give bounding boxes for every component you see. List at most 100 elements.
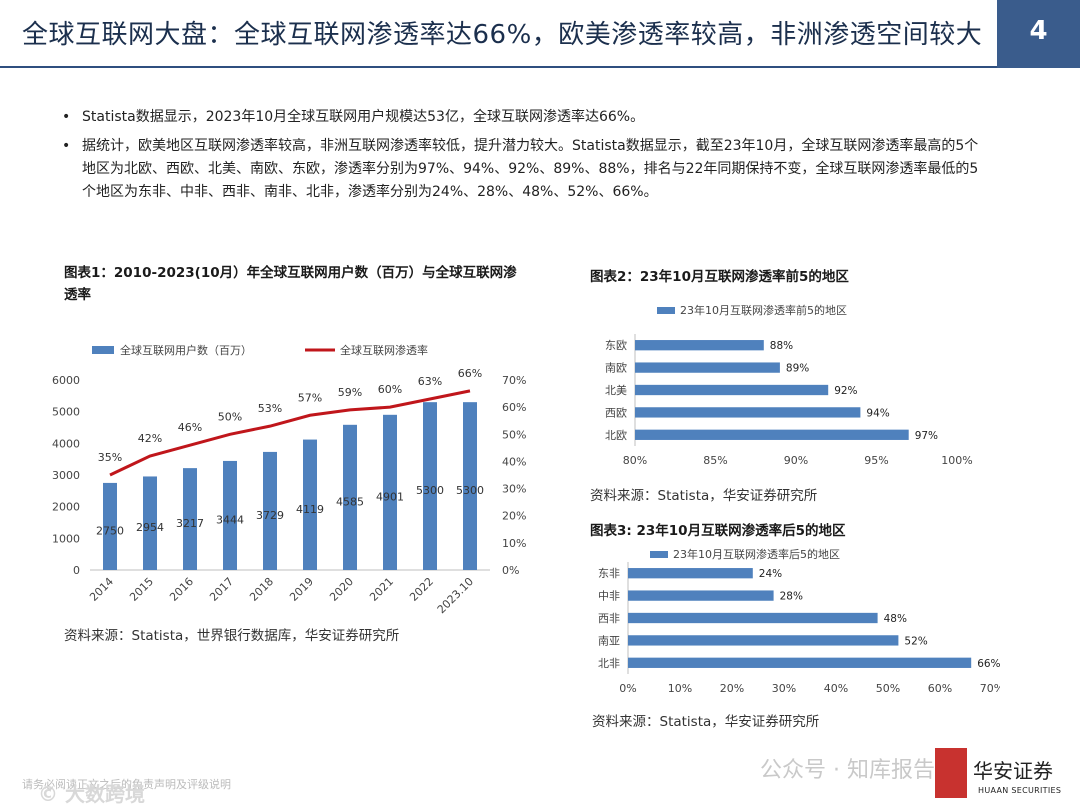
x-tick-label: 40% xyxy=(824,682,848,695)
y-right-tick: 70% xyxy=(502,374,526,387)
bar-value-label: 5300 xyxy=(456,484,484,497)
category-label: 南欧 xyxy=(605,362,627,375)
y-right-tick: 60% xyxy=(502,401,526,414)
x-tick-label: 20% xyxy=(720,682,744,695)
x-tick-label: 2018 xyxy=(247,575,276,604)
category-label: 北美 xyxy=(605,384,627,397)
bar xyxy=(635,429,909,440)
bar-value-label: 2750 xyxy=(96,524,124,537)
bar-value-label: 3217 xyxy=(176,517,204,530)
y-right-tick: 10% xyxy=(502,537,526,550)
page-title: 全球互联网大盘：全球互联网渗透率达66%，欧美渗透率较高，非洲渗透空间较大 xyxy=(22,20,983,50)
legend-bar-swatch xyxy=(92,346,114,354)
bar xyxy=(143,476,157,570)
fig1-title: 图表1：2010-2023(10月）年全球互联网用户数（百万）与全球互联网渗透率 xyxy=(64,265,517,303)
legend-swatch xyxy=(650,551,668,558)
logo-text: 华安证券 xyxy=(973,759,1053,783)
y-left-tick: 1000 xyxy=(52,532,80,545)
penetration-line xyxy=(109,389,471,477)
bar-value-label: 4585 xyxy=(336,495,364,508)
y-right-tick: 40% xyxy=(502,455,526,468)
category-label: 南亚 xyxy=(598,634,620,647)
bar xyxy=(303,439,317,570)
fig2-source: 资料来源：Statista，华安证券研究所 xyxy=(590,488,818,504)
line-point-label: 59% xyxy=(338,386,362,399)
x-tick-label: 100% xyxy=(941,454,972,467)
x-tick-label: 2017 xyxy=(207,575,236,604)
bar xyxy=(628,568,753,579)
logo-seal-icon xyxy=(935,748,967,798)
x-tick-label: 0% xyxy=(619,682,636,695)
bar xyxy=(628,590,774,601)
category-label: 西非 xyxy=(598,612,620,625)
line-point-label: 46% xyxy=(178,421,202,434)
chart-users-penetration: 全球互联网用户数（百万） 全球互联网渗透率 0 1000 2000 3000 4000 500… xyxy=(52,343,526,616)
legend-label: 23年10月互联网渗透率前5的地区 xyxy=(680,303,847,317)
bullet-item: • Statista数据显示，2023年10月全球互联网用户规模达53亿，全球互… xyxy=(62,106,982,129)
line-point-label: 66% xyxy=(458,367,482,380)
y-right-tick: 50% xyxy=(502,428,526,441)
bullet-text: 据统计，欧美地区互联网渗透率较高，非洲互联网渗透率较低，提升潜力较大。Stati… xyxy=(82,138,979,200)
x-tick-label: 2019 xyxy=(287,575,316,604)
fig2-title: 图表2：23年10月互联网渗透率前5的地区 xyxy=(590,269,849,285)
fig3-title: 图表3: 23年10月互联网渗透率后5的地区 xyxy=(590,523,846,539)
line-point-label: 63% xyxy=(418,375,442,388)
bar xyxy=(463,402,477,570)
y-left-tick: 3000 xyxy=(52,469,80,482)
bar-value-label: 3729 xyxy=(256,509,284,522)
bar-value-label: 97% xyxy=(915,430,938,442)
bar-value-label: 92% xyxy=(834,385,857,397)
category-label: 北欧 xyxy=(605,429,627,442)
bar xyxy=(635,407,861,418)
y-right-tick: 30% xyxy=(502,483,526,496)
page-number: 4 xyxy=(1029,16,1048,46)
x-tick-label: 2022 xyxy=(407,575,436,604)
x-tick-label: 2023.10 xyxy=(435,575,476,616)
bar-value-label: 28% xyxy=(780,591,803,603)
bar-value-label: 5300 xyxy=(416,484,444,497)
bullet-list: • Statista数据显示，2023年10月全球互联网用户规模达53亿，全球互… xyxy=(62,106,982,210)
y-left-tick: 0 xyxy=(73,564,80,577)
bar-value-label: 48% xyxy=(884,613,907,625)
page-number-box: 4 xyxy=(997,0,1080,68)
bar-value-label: 52% xyxy=(904,635,927,647)
line-point-label: 53% xyxy=(258,402,282,415)
bar xyxy=(628,657,972,668)
line-point-label: 50% xyxy=(218,410,242,423)
category-label: 东非 xyxy=(598,567,620,580)
legend-label: 全球互联网用户数（百万） xyxy=(120,343,252,357)
line-point-label: 60% xyxy=(378,383,402,396)
bar-value-label: 4901 xyxy=(376,490,404,503)
x-tick-label: 2020 xyxy=(327,575,356,604)
watermark-right: 公众号 · 知库报告 xyxy=(760,758,935,783)
x-tick-label: 10% xyxy=(668,682,692,695)
bullet-item: • 据统计，欧美地区互联网渗透率较高，非洲互联网渗透率较低，提升潜力较大。Sta… xyxy=(62,135,982,204)
x-tick-label: 70% xyxy=(980,682,1000,695)
bar-value-label: 3444 xyxy=(216,513,244,526)
title-divider xyxy=(0,66,1000,68)
category-label: 北非 xyxy=(598,657,620,670)
legend-label: 全球互联网渗透率 xyxy=(340,343,428,357)
x-tick-label: 80% xyxy=(623,454,647,467)
x-tick-label: 2021 xyxy=(367,575,396,604)
category-label: 东欧 xyxy=(605,339,627,352)
y-right-tick: 20% xyxy=(502,510,526,523)
bar xyxy=(423,402,437,570)
disclaimer-note: 请务必阅读正文之后的免责声明及评级说明 xyxy=(22,778,231,791)
line-point-label: 57% xyxy=(298,391,322,404)
bullet-text: Statista数据显示，2023年10月全球互联网用户规模达53亿，全球互联网… xyxy=(82,109,645,125)
x-tick-label: 2015 xyxy=(127,575,156,604)
bar-value-label: 94% xyxy=(866,407,889,419)
bar-value-label: 88% xyxy=(770,340,793,352)
bar-value-label: 66% xyxy=(977,658,1000,670)
x-tick-label: 60% xyxy=(928,682,952,695)
title-bar: 全球互联网大盘：全球互联网渗透率达66%，欧美渗透率较高，非洲渗透空间较大 xyxy=(0,0,1000,66)
x-tick-label: 95% xyxy=(864,454,888,467)
bar xyxy=(383,414,397,570)
bar xyxy=(628,612,878,624)
bar-value-label: 2954 xyxy=(136,521,164,534)
y-left-tick: 6000 xyxy=(52,374,80,387)
y-left-tick: 5000 xyxy=(52,406,80,419)
